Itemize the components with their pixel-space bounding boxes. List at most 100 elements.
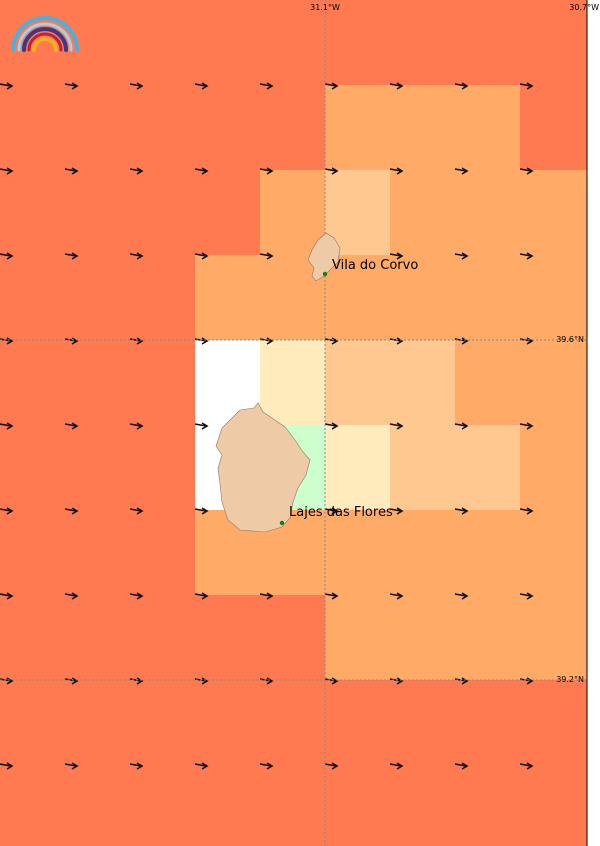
logo [11, 16, 79, 52]
wave-cell [390, 85, 455, 170]
wave-cell [520, 595, 587, 680]
wave-cell [0, 510, 65, 595]
wind-arrow [0, 422, 14, 430]
island-flores [215, 402, 311, 533]
wind-arrow [0, 82, 14, 90]
wind-arrow [64, 82, 79, 90]
wind-arrow [324, 507, 339, 515]
wind-arrow [64, 592, 79, 600]
wind-arrow [0, 762, 14, 770]
wave-cell [520, 170, 587, 255]
wind-arrow [324, 677, 339, 685]
wave-cell [455, 255, 520, 340]
wind-arrow [389, 337, 404, 345]
wave-cell [130, 255, 195, 340]
wave-cell [325, 255, 390, 340]
wave-cell [390, 680, 455, 765]
wind-arrow [64, 507, 79, 515]
wave-cell [65, 255, 130, 340]
wave-cell [65, 595, 130, 680]
wind-arrow [259, 252, 274, 260]
wind-arrow [129, 762, 144, 770]
wave-cell [0, 765, 65, 846]
wind-arrow [324, 82, 339, 90]
wave-cell [260, 0, 325, 85]
wave-cell [195, 765, 260, 846]
wind-arrow [454, 422, 469, 430]
longitude-label: 31.1°W [310, 3, 340, 12]
wave-cell [520, 85, 587, 170]
wave-cell [195, 85, 260, 170]
wave-cell [130, 510, 195, 595]
wind-arrow [0, 592, 14, 600]
wave-cell [130, 0, 195, 85]
wind-arrow [454, 252, 469, 260]
wave-cell [195, 255, 260, 340]
wave-cell [455, 0, 520, 85]
wave-cell [390, 510, 455, 595]
wave-cell [520, 255, 587, 340]
wind-arrow [129, 507, 144, 515]
wave-cell [520, 510, 587, 595]
wave-cell [195, 595, 260, 680]
wave-cells [0, 0, 587, 846]
wind-arrow [389, 252, 404, 260]
place-marker [322, 271, 328, 277]
wave-cell [520, 340, 587, 425]
wind-arrow [389, 592, 404, 600]
wind-arrow [129, 337, 144, 345]
margin [587, 0, 600, 846]
wind-arrow [64, 422, 79, 430]
wind-arrow [454, 592, 469, 600]
wave-cell [65, 510, 130, 595]
wave-cell [325, 510, 390, 595]
wind-arrow [194, 422, 209, 430]
wave-cell [195, 170, 260, 255]
wave-cell [390, 765, 455, 846]
wave-cell [130, 765, 195, 846]
wave-cell [65, 680, 130, 765]
wave-cell [130, 425, 195, 510]
wave-cell [455, 170, 520, 255]
wave-cell [0, 595, 65, 680]
wind-arrow [194, 762, 209, 770]
wind-arrow [324, 762, 339, 770]
wave-cell [520, 680, 587, 765]
place-label: Lajes das Flores [289, 505, 393, 520]
wind-arrow [194, 592, 209, 600]
wave-cell [325, 680, 390, 765]
wave-cell [390, 255, 455, 340]
wave-cell [390, 425, 455, 510]
wave-cell [520, 0, 587, 85]
wave-cell [260, 340, 325, 425]
wave-cell [390, 0, 455, 85]
wave-cell [455, 595, 520, 680]
wind-arrow [454, 167, 469, 175]
wind-arrow [194, 507, 209, 515]
wind-arrow [324, 167, 339, 175]
wave-cell [195, 680, 260, 765]
wave-cell [455, 85, 520, 170]
wind-arrow [129, 167, 144, 175]
wave-cell [520, 425, 587, 510]
wave-cell [130, 680, 195, 765]
wave-cell [0, 255, 65, 340]
wave-cell [130, 85, 195, 170]
wind-arrow [129, 422, 144, 430]
wind-arrow [519, 762, 534, 770]
wave-cell [65, 85, 130, 170]
wind-arrow [64, 337, 79, 345]
wave-cell [0, 680, 65, 765]
wind-arrow [519, 422, 534, 430]
wind-arrow [324, 592, 339, 600]
wave-cell [65, 425, 130, 510]
wave-cell [520, 765, 587, 846]
graticule [0, 0, 587, 846]
wind-arrow [324, 422, 339, 430]
wind-arrow [129, 252, 144, 260]
wind-arrows [0, 82, 534, 770]
wind-arrow [129, 82, 144, 90]
wind-arrow [259, 82, 274, 90]
